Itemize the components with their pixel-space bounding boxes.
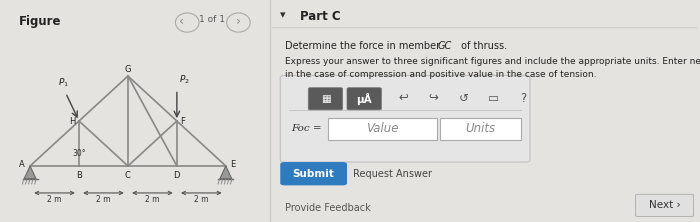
Text: $P_2$: $P_2$	[178, 74, 190, 86]
Text: ↩: ↩	[398, 92, 408, 105]
Text: $P_1$: $P_1$	[58, 77, 69, 89]
Polygon shape	[25, 166, 36, 178]
Polygon shape	[220, 166, 232, 178]
Text: Express your answer to three significant figures and include the appropriate uni: Express your answer to three significant…	[285, 57, 700, 66]
FancyBboxPatch shape	[328, 118, 438, 140]
Text: 2 m: 2 m	[194, 195, 209, 204]
Text: ▭: ▭	[488, 92, 499, 105]
FancyBboxPatch shape	[636, 194, 694, 216]
Text: Request Answer: Request Answer	[354, 169, 433, 179]
Text: ▦: ▦	[321, 94, 330, 104]
Text: Next ›: Next ›	[649, 200, 680, 210]
Text: ‹: ‹	[179, 15, 185, 28]
Text: Value: Value	[366, 122, 399, 135]
Text: μÅ: μÅ	[356, 93, 372, 105]
FancyBboxPatch shape	[280, 162, 347, 185]
FancyBboxPatch shape	[347, 88, 382, 110]
Text: ?: ?	[520, 92, 526, 105]
Text: F: F	[180, 117, 185, 125]
Text: 2 m: 2 m	[145, 195, 160, 204]
Text: H: H	[69, 117, 76, 125]
Text: 1 of 1: 1 of 1	[199, 15, 225, 24]
Text: ↪: ↪	[428, 92, 438, 105]
Text: D: D	[174, 171, 180, 180]
Text: ▾: ▾	[280, 10, 286, 20]
Text: Determine the force in member: Determine the force in member	[285, 41, 443, 51]
Text: 30°: 30°	[72, 149, 86, 158]
Text: G: G	[125, 65, 131, 74]
Text: Submit: Submit	[293, 169, 335, 179]
Text: Provide Feedback: Provide Feedback	[285, 202, 370, 213]
Text: E: E	[230, 160, 235, 169]
FancyBboxPatch shape	[308, 88, 343, 110]
Text: C: C	[125, 171, 131, 180]
FancyBboxPatch shape	[440, 118, 522, 140]
Text: 2 m: 2 m	[48, 195, 62, 204]
Text: A: A	[20, 160, 25, 169]
Text: GC: GC	[438, 41, 452, 51]
Text: B: B	[76, 171, 82, 180]
Text: Figure: Figure	[20, 15, 62, 28]
FancyBboxPatch shape	[280, 75, 530, 162]
Text: 2 m: 2 m	[96, 195, 111, 204]
Text: ›: ›	[236, 15, 241, 28]
Text: Units: Units	[466, 122, 496, 135]
Text: ↺: ↺	[458, 92, 468, 105]
Text: Foc =: Foc =	[291, 124, 321, 133]
Text: of thruss.: of thruss.	[458, 41, 508, 51]
Text: in the case of compression and positive value in the case of tension.: in the case of compression and positive …	[285, 70, 596, 79]
Text: Part C: Part C	[300, 10, 340, 23]
